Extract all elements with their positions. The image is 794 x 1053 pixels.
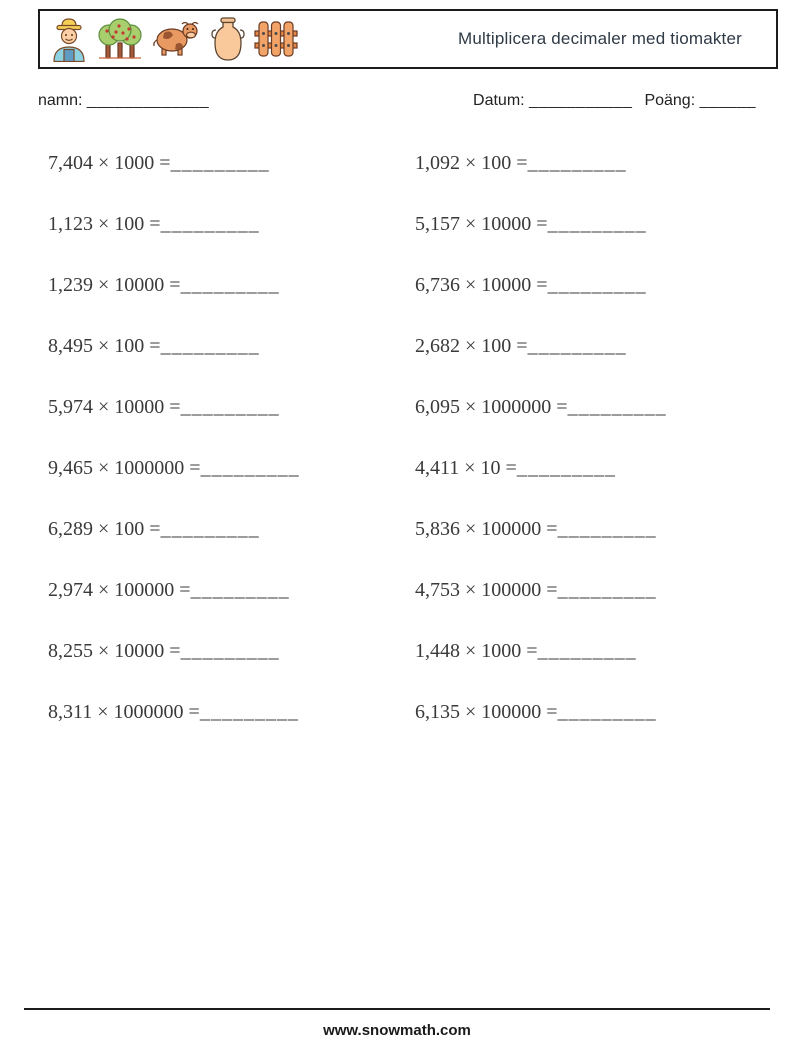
problem-row: 8,495 × 100 = _________ [38, 316, 405, 377]
answer-blank: _________ [160, 213, 260, 235]
header-icon-strip [50, 16, 298, 62]
answer-blank: _________ [557, 579, 657, 601]
problems-column-right: 1,092 × 100 = _________ 5,157 × 10000 = … [405, 133, 772, 743]
answer-blank: _________ [180, 274, 280, 296]
problem-expression: 2,974 × 100000 = [48, 579, 191, 601]
problem-expression: 5,974 × 10000 = [48, 396, 181, 418]
name-label: namn: [38, 92, 83, 109]
problem-row: 5,974 × 10000 = _________ [38, 377, 405, 438]
answer-blank: _________ [200, 457, 300, 479]
problem-expression: 6,736 × 10000 = [415, 274, 548, 296]
answer-blank: _________ [160, 518, 260, 540]
problem-row: 1,123 × 100 = _________ [38, 194, 405, 255]
problem-expression: 1,123 × 100 = [48, 213, 161, 235]
answer-blank: _________ [557, 701, 657, 723]
answer-blank: _________ [547, 213, 647, 235]
problem-row: 1,092 × 100 = _________ [405, 133, 772, 194]
milk-can-icon [211, 16, 245, 62]
answer-blank: _________ [180, 640, 280, 662]
problem-row: 1,239 × 10000 = _________ [38, 255, 405, 316]
problem-expression: 6,095 × 1000000 = [415, 396, 568, 418]
problem-expression: 5,157 × 10000 = [415, 213, 548, 235]
fence-icon [254, 18, 298, 60]
problem-row: 2,974 × 100000 = _________ [38, 560, 405, 621]
date-field: Datum: ___________ [473, 92, 632, 110]
problem-expression: 7,404 × 1000 = [48, 152, 171, 174]
answer-blank: _________ [527, 152, 627, 174]
problem-expression: 8,311 × 1000000 = [48, 701, 200, 723]
problem-row: 5,836 × 100000 = _________ [405, 499, 772, 560]
problem-row: 9,465 × 1000000 = _________ [38, 438, 405, 499]
problem-row: 6,736 × 10000 = _________ [405, 255, 772, 316]
problem-expression: 8,255 × 10000 = [48, 640, 181, 662]
problem-expression: 8,495 × 100 = [48, 335, 161, 357]
problem-expression: 6,135 × 100000 = [415, 701, 558, 723]
answer-blank: _________ [190, 579, 290, 601]
problem-expression: 4,411 × 10 = [415, 457, 517, 479]
name-field: namn: _____________ [38, 92, 209, 110]
problem-expression: 1,092 × 100 = [415, 152, 528, 174]
problem-row: 8,311 × 1000000 = _________ [38, 682, 405, 743]
problem-row: 1,448 × 1000 = _________ [405, 621, 772, 682]
answer-blank: _________ [180, 396, 280, 418]
answer-blank: _________ [170, 152, 270, 174]
problem-expression: 1,239 × 10000 = [48, 274, 181, 296]
problem-row: 2,682 × 100 = _________ [405, 316, 772, 377]
name-blank: _____________ [86, 92, 210, 109]
score-label: Poäng: [644, 92, 696, 109]
score-field: Poäng: ______ [644, 92, 756, 110]
problem-expression: 4,753 × 100000 = [415, 579, 558, 601]
problem-expression: 2,682 × 100 = [415, 335, 528, 357]
apple-tree-icon [97, 16, 143, 62]
answer-blank: _________ [567, 396, 667, 418]
meta-row: namn: _____________ Datum: ___________ P… [38, 92, 778, 110]
problems-column-left: 7,404 × 1000 = _________ 1,123 × 100 = _… [38, 133, 405, 743]
problem-row: 5,157 × 10000 = _________ [405, 194, 772, 255]
problem-row: 8,255 × 10000 = _________ [38, 621, 405, 682]
problem-expression: 1,448 × 1000 = [415, 640, 538, 662]
problem-expression: 9,465 × 1000000 = [48, 457, 201, 479]
score-blank: ______ [699, 92, 756, 109]
problem-expression: 6,289 × 100 = [48, 518, 161, 540]
problem-row: 4,411 × 10 = _________ [405, 438, 772, 499]
cow-icon [152, 20, 202, 58]
problem-row: 6,289 × 100 = _________ [38, 499, 405, 560]
problem-row: 6,135 × 100000 = _________ [405, 682, 772, 743]
problem-expression: 5,836 × 100000 = [415, 518, 558, 540]
footer-divider [24, 1008, 770, 1010]
meta-right-group: Datum: ___________ Poäng: ______ [473, 92, 756, 110]
problem-row: 6,095 × 1000000 = _________ [405, 377, 772, 438]
problem-row: 7,404 × 1000 = _________ [38, 133, 405, 194]
problem-row: 4,753 × 100000 = _________ [405, 560, 772, 621]
worksheet-header: Multiplicera decimaler med tiomakter [38, 9, 778, 69]
problems-area: 7,404 × 1000 = _________ 1,123 × 100 = _… [38, 133, 772, 743]
answer-blank: _________ [537, 640, 637, 662]
answer-blank: _________ [199, 701, 299, 723]
date-label: Datum: [473, 92, 525, 109]
footer-url: www.snowmath.com [323, 1022, 471, 1039]
answer-blank: _________ [160, 335, 260, 357]
date-blank: ___________ [529, 92, 633, 109]
answer-blank: _________ [516, 457, 616, 479]
answer-blank: _________ [547, 274, 647, 296]
answer-blank: _________ [527, 335, 627, 357]
worksheet-title: Multiplicera decimaler med tiomakter [457, 29, 742, 48]
answer-blank: _________ [557, 518, 657, 540]
farmer-icon [50, 16, 88, 62]
